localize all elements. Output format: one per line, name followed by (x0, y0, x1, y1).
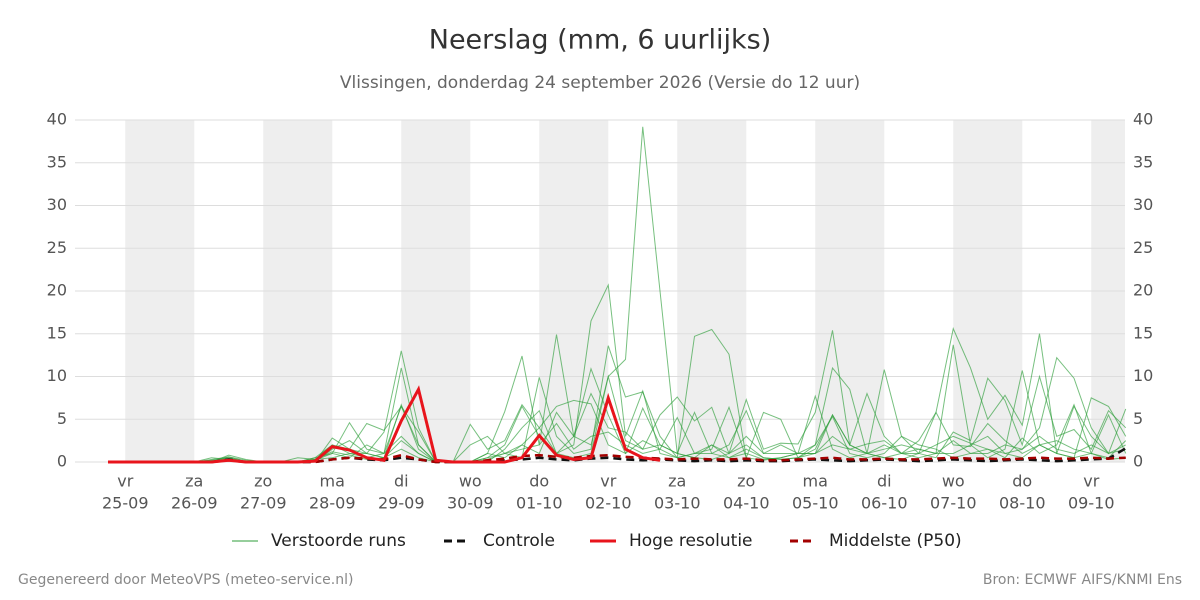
legend-label: Middelste (P50) (829, 531, 962, 551)
y2-tick-label: 30 (1133, 195, 1153, 214)
x-tick-day: wo (942, 472, 965, 491)
x-tick-day: zo (737, 472, 755, 491)
y-tick-label: 20 (47, 281, 67, 300)
y-tick-label: 25 (47, 238, 67, 257)
x-tick-day: za (668, 472, 686, 491)
x-tick-label: 01-10 (516, 494, 563, 513)
y-tick-label: 10 (47, 366, 67, 385)
y2-tick-label: 10 (1133, 366, 1153, 385)
legend-label: Controle (483, 531, 555, 551)
y2-tick-label: 0 (1133, 452, 1143, 471)
y2-tick-label: 15 (1133, 323, 1153, 342)
x-tick-day: do (529, 472, 549, 491)
chart-title: Neerslag (mm, 6 uurlijks) (429, 25, 771, 56)
y2-tick-label: 5 (1133, 409, 1143, 428)
x-tick-day: vr (117, 472, 133, 491)
footer-right: Bron: ECMWF AIFS/KNMI Ens (983, 572, 1182, 588)
x-tick-day: vr (600, 472, 616, 491)
y-tick-label: 15 (47, 323, 67, 342)
y2-tick-label: 20 (1133, 281, 1153, 300)
x-tick-day: ma (803, 472, 828, 491)
x-tick-label: 30-09 (447, 494, 494, 513)
x-tick-label: 02-10 (585, 494, 632, 513)
y-tick-label: 35 (47, 152, 67, 171)
y-tick-label: 0 (57, 452, 67, 471)
x-tick-label: 08-10 (999, 494, 1046, 513)
x-tick-label: 28-09 (309, 494, 356, 513)
x-tick-label: 03-10 (654, 494, 701, 513)
x-tick-day: ma (320, 472, 345, 491)
chart-subtitle: Vlissingen, donderdag 24 september 2026 … (340, 73, 860, 93)
series-line (108, 385, 661, 464)
x-tick-day: do (1012, 472, 1032, 491)
y-tick-label: 40 (47, 110, 67, 129)
y2-tick-label: 40 (1133, 110, 1153, 129)
y-tick-label: 30 (47, 195, 67, 214)
x-tick-label: 07-10 (930, 494, 977, 513)
footer-left: Gegenereerd door MeteoVPS (meteo-service… (18, 572, 353, 588)
x-tick-day: zo (254, 472, 272, 491)
x-tick-day: di (877, 472, 892, 491)
x-tick-label: 06-10 (861, 494, 908, 513)
x-tick-label: 05-10 (792, 494, 839, 513)
x-tick-label: 04-10 (723, 494, 770, 513)
x-tick-label: 09-10 (1068, 494, 1115, 513)
y-tick-label: 5 (57, 409, 67, 428)
x-tick-day: di (394, 472, 409, 491)
x-tick-label: 27-09 (240, 494, 287, 513)
y2-tick-label: 35 (1133, 152, 1153, 171)
x-tick-label: 25-09 (102, 494, 149, 513)
x-tick-label: 26-09 (171, 494, 218, 513)
y2-tick-label: 25 (1133, 238, 1153, 257)
legend-label: Hoge resolutie (629, 531, 753, 551)
x-tick-label: 29-09 (378, 494, 425, 513)
x-tick-day: vr (1083, 472, 1099, 491)
legend-label: Verstoorde runs (271, 531, 406, 551)
x-tick-day: za (185, 472, 203, 491)
x-tick-day: wo (459, 472, 482, 491)
